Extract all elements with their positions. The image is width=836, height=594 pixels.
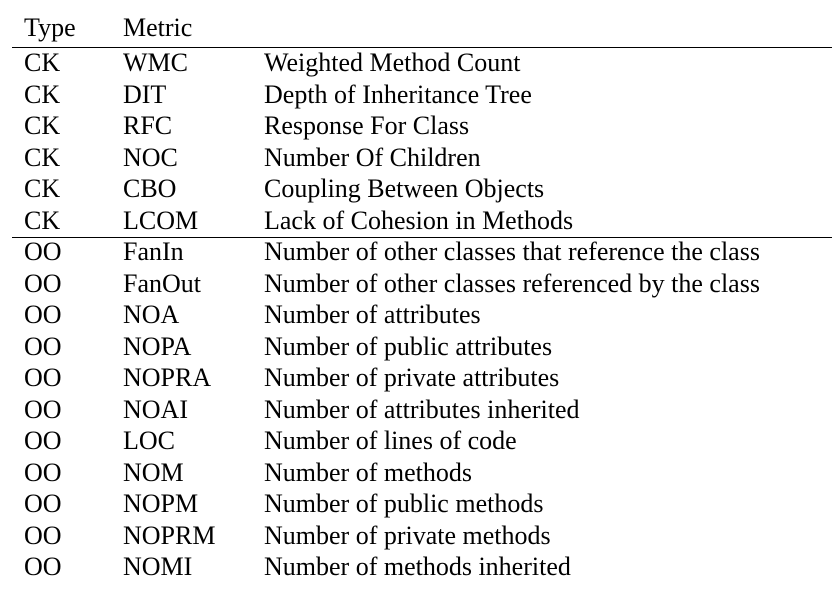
cell-type: CK (24, 174, 61, 203)
cell-type: CK (24, 111, 61, 140)
table-row: CK LCOM Lack of Cohesion in Methods (0, 205, 836, 237)
cell-description: Number Of Children (264, 142, 481, 172)
cell-type: CK (24, 48, 61, 77)
table-row: OO NOMI Number of methods inherited (0, 551, 836, 583)
cell-description: Weighted Method Count (264, 48, 521, 77)
cell-metric: FanOut (123, 268, 201, 298)
cell-description: Lack of Cohesion in Methods (264, 205, 574, 235)
cell-type: OO (24, 394, 62, 424)
table-row: OO LOC Number of lines of code (0, 425, 836, 457)
cell-metric: NOA (123, 300, 180, 329)
cell-metric: LOC (123, 426, 175, 455)
metrics-table: Type Metric CK WMC Weighted Method Count CK… (0, 0, 836, 581)
cell-description: Response For Class (264, 111, 470, 140)
cell-type: OO (24, 489, 62, 518)
cell-metric: NOMI (123, 552, 193, 581)
cell-metric: LCOM (123, 205, 199, 235)
table-row: OO NOPM Number of public methods (0, 488, 836, 520)
cell-description: Number of private attributes (264, 363, 560, 392)
cell-type: CK (24, 205, 61, 235)
cell-description: Coupling Between Objects (264, 174, 545, 203)
cell-metric: NOPM (123, 489, 199, 518)
cell-metric: WMC (123, 48, 188, 77)
table-row: OO NOPRM Number of private methods (0, 520, 836, 552)
cell-type: OO (24, 552, 62, 581)
cell-description: Number of other classes referenced by th… (264, 268, 760, 298)
header-rule (12, 47, 832, 48)
cell-metric: CBO (123, 174, 177, 203)
group-separator-rule (12, 237, 832, 238)
cell-description: Number of private methods (264, 520, 551, 550)
cell-type: OO (24, 300, 62, 329)
cell-type: CK (24, 142, 61, 172)
cell-type: CK (24, 79, 61, 109)
cell-description: Number of other classes that reference t… (264, 237, 760, 266)
table-row: CK WMC Weighted Method Count (0, 47, 836, 79)
header-metric: Metric (123, 13, 193, 42)
cell-description: Depth of Inheritance Tree (264, 79, 532, 109)
cell-description: Number of lines of code (264, 426, 517, 455)
table-row: OO NOAI Number of attributes inherited (0, 394, 836, 426)
cell-metric: DIT (123, 79, 167, 109)
cell-description: Number of public attributes (264, 331, 553, 361)
cell-description: Number of attributes (264, 300, 481, 329)
cell-metric: NOC (123, 142, 178, 172)
table-row: OO NOPRA Number of private attributes (0, 362, 836, 394)
table-body: CK WMC Weighted Method Count CK DIT Depth of … (0, 47, 836, 583)
cell-type: OO (24, 426, 62, 455)
table-row: CK RFC Response For Class (0, 110, 836, 142)
cell-metric: NOPA (123, 331, 192, 361)
table-row: OO NOM Number of methods (0, 457, 836, 489)
table-row: OO FanIn Number of other classes that refe… (0, 236, 836, 268)
table-row: OO NOPA Number of public attributes (0, 331, 836, 363)
cell-description: Number of methods (264, 457, 472, 487)
cell-description: Number of public methods (264, 489, 544, 518)
cell-type: OO (24, 331, 62, 361)
cell-type: OO (24, 237, 62, 266)
cell-metric: NOAI (123, 394, 188, 424)
cell-type: OO (24, 520, 62, 550)
table-row: CK DIT Depth of Inheritance Tree (0, 79, 836, 111)
table-row: CK CBO Coupling Between Objects (0, 173, 836, 205)
cell-metric: NOM (123, 457, 184, 487)
cell-metric: NOPRM (123, 520, 216, 550)
cell-metric: NOPRA (123, 363, 212, 392)
table-header-row: Type Metric (0, 12, 836, 44)
cell-metric: RFC (123, 111, 173, 140)
cell-type: OO (24, 363, 62, 392)
cell-metric: FanIn (123, 237, 184, 266)
cell-type: OO (24, 268, 62, 298)
table-row: OO NOA Number of attributes (0, 299, 836, 331)
cell-description: Number of attributes inherited (264, 394, 580, 424)
cell-type: OO (24, 457, 62, 487)
table-row: OO FanOut Number of other classes referenc… (0, 268, 836, 300)
table-row: CK NOC Number Of Children (0, 142, 836, 174)
cell-description: Number of methods inherited (264, 552, 571, 581)
header-type: Type (24, 13, 76, 42)
